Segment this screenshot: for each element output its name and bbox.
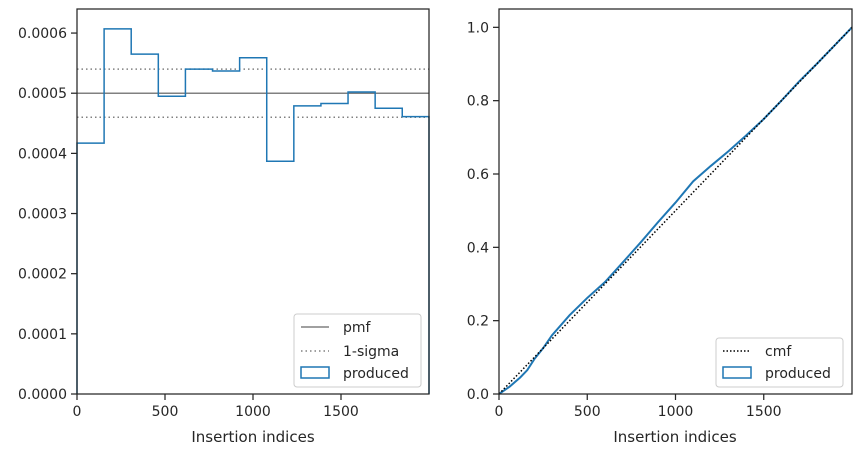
produced-histogram [76,28,430,394]
y-tick-label: 0.4 [467,240,489,256]
y-tick-label: 0.0 [467,387,489,403]
x-tick-label: 0 [495,404,504,420]
legend-sigma-label: 1-sigma [343,344,399,360]
y-tick-label: 0.0002 [18,267,67,283]
x-tick-label: 500 [152,404,179,420]
cumulative-chart: 0 500 1000 1500 0.0 0.2 0.4 0.6 0.8 1.0 Insertio… [467,8,853,446]
legend-produced-label-right: produced [765,366,831,382]
y-tick-label: 0.2 [467,314,489,330]
x-tick-label: 1000 [235,404,271,420]
x-tick-label: 1500 [746,404,782,420]
x-tick-label: 1000 [658,404,694,420]
y-tick-label: 0.6 [467,167,489,183]
left-x-ticks: 0 500 1000 1500 [73,394,359,420]
legend-cmf-label: cmf [765,344,792,360]
y-tick-label: 0.0004 [18,146,67,162]
y-tick-label: 0.0001 [18,327,67,343]
y-tick-label: 1.0 [467,20,489,36]
cmf-line [498,26,853,395]
x-tick-label: 500 [574,404,601,420]
cumulative-marks [498,26,853,395]
left-legend: pmf 1-sigma produced [293,313,422,388]
legend-pmf-label: pmf [343,320,372,336]
left-legend-box [293,313,422,388]
produced-cumulative-line [498,26,853,395]
right-legend: cmf produced [715,337,844,388]
left-y-ticks: 0.0000 0.0001 0.0002 0.0003 0.0004 0.0005 0.00… [18,26,77,403]
x-tick-label: 1500 [323,404,359,420]
y-tick-label: 0.8 [467,94,489,110]
y-tick-label: 0.0005 [18,86,67,102]
right-x-axis-label: Insertion indices [613,428,736,446]
left-x-axis-label: Insertion indices [191,428,314,446]
x-tick-label: 0 [73,404,82,420]
legend-produced-swatch [300,366,330,379]
histogram-marks [76,28,430,394]
right-x-ticks: 0 500 1000 1500 [495,394,782,420]
right-y-ticks: 0.0 0.2 0.4 0.6 0.8 1.0 [467,20,499,403]
y-tick-label: 0.0003 [18,207,67,223]
legend-produced-swatch-right [722,366,752,379]
y-tick-label: 0.0006 [18,26,67,42]
y-tick-label: 0.0000 [18,387,67,403]
legend-produced-label: produced [343,366,409,382]
histogram-chart: 0 500 1000 1500 0.00000.00010.00020.00030.0… [18,8,430,446]
